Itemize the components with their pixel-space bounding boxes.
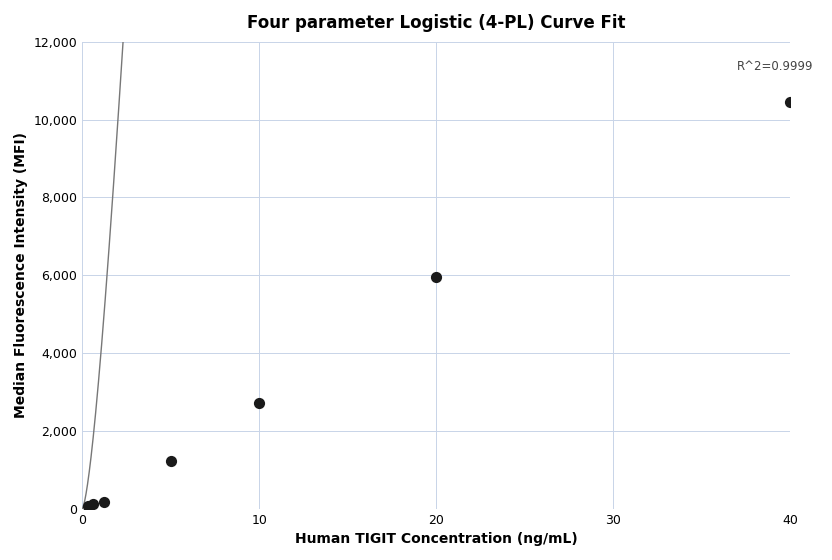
Title: Four parameter Logistic (4-PL) Curve Fit: Four parameter Logistic (4-PL) Curve Fit <box>247 14 626 32</box>
Point <box>252 398 265 407</box>
X-axis label: Human TIGIT Concentration (ng/mL): Human TIGIT Concentration (ng/mL) <box>295 532 577 546</box>
Point <box>783 97 796 106</box>
Point <box>81 502 94 511</box>
Text: R^2=0.9999: R^2=0.9999 <box>737 60 814 73</box>
Point <box>87 500 100 508</box>
Y-axis label: Median Fluorescence Intensity (MFI): Median Fluorescence Intensity (MFI) <box>14 132 28 418</box>
Point <box>164 457 177 466</box>
Point <box>429 273 443 282</box>
Point <box>97 498 111 507</box>
